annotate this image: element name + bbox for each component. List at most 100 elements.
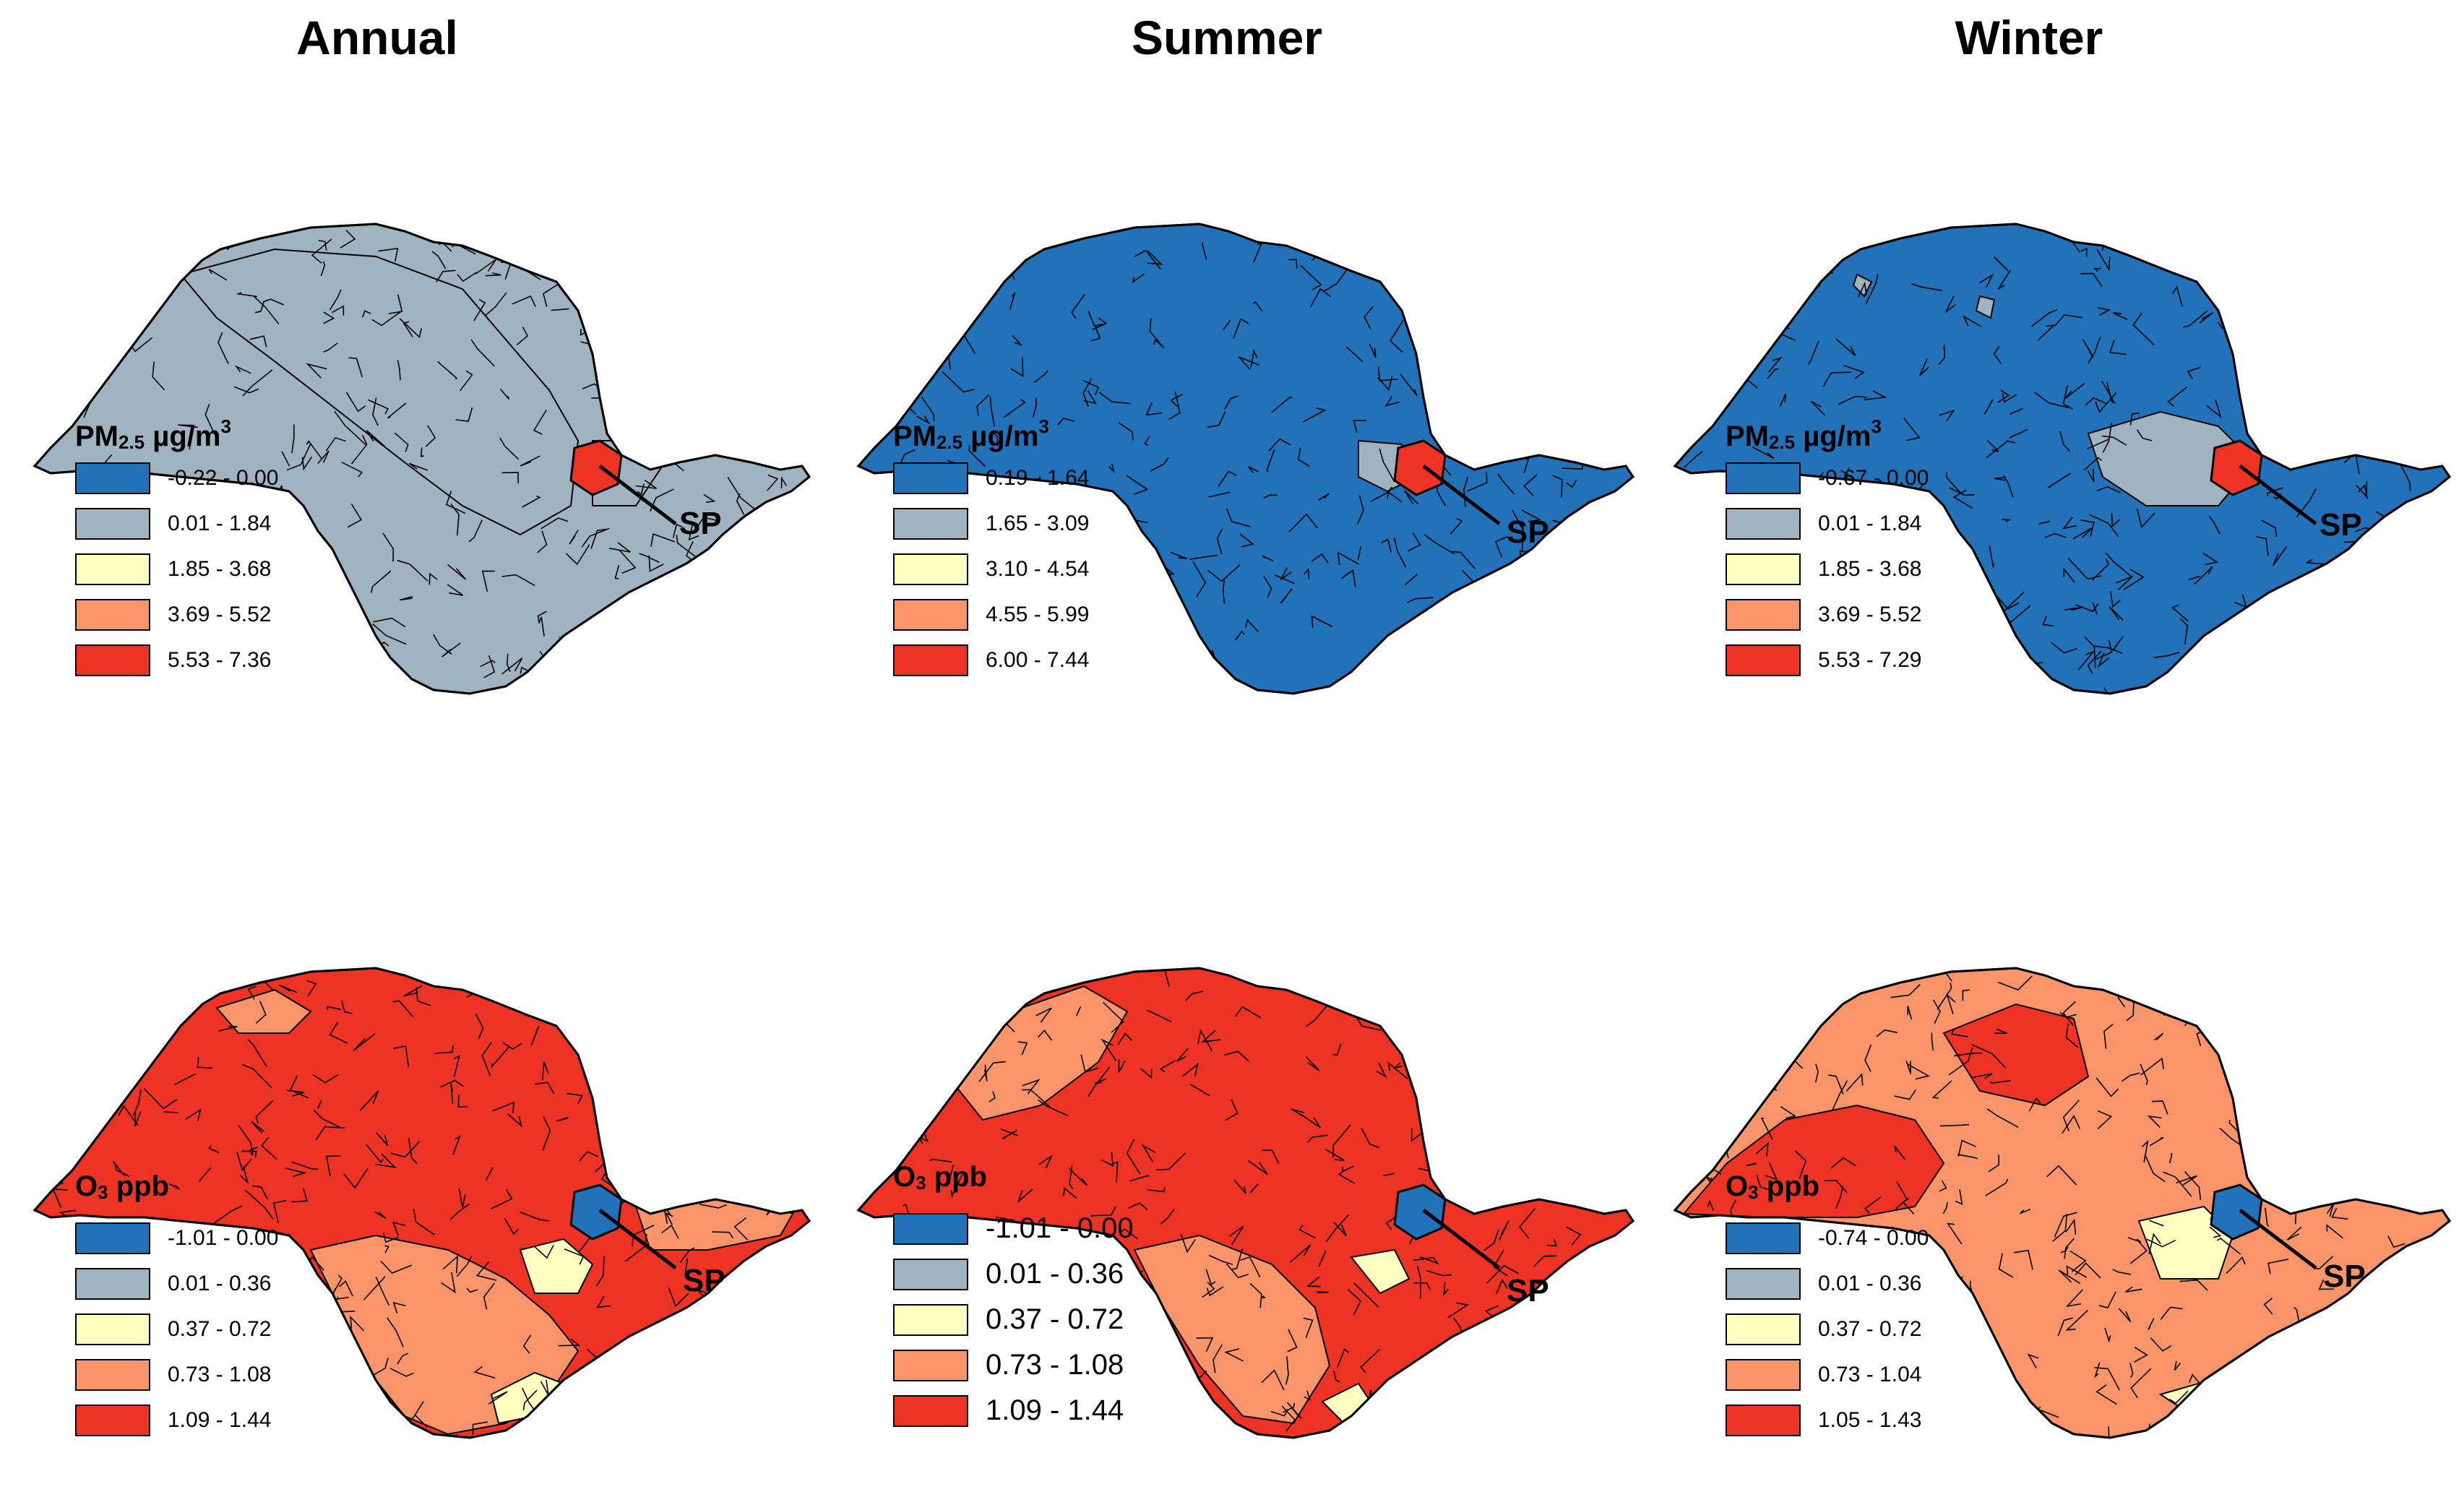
municipality-boundary [1558,266,1585,270]
legend-swatch [1726,1404,1801,1436]
municipality-boundary [1333,1370,1340,1383]
municipality-boundary [2439,579,2450,592]
municipality-boundary [2082,339,2094,358]
municipality-boundary [1325,1214,1350,1243]
municipality-boundary [468,229,477,241]
municipality-boundary [241,1150,257,1158]
municipality-boundary [2206,399,2222,419]
legend-range: 6.00 - 7.44 [986,647,1090,672]
municipality-boundary [1708,401,1721,417]
municipality-boundary [1252,301,1263,312]
municipality-boundary [249,1147,259,1155]
municipality-boundary [520,455,540,467]
municipality-boundary [1104,618,1114,627]
municipality-boundary [1163,968,1170,988]
municipality-boundary [2359,441,2377,446]
municipality-boundary [2266,1081,2301,1102]
municipality-boundary [1223,319,1231,330]
municipality-boundary [1857,281,1867,298]
municipality-boundary [2331,1207,2348,1220]
municipality-boundary [1299,1113,1321,1129]
municipality-boundary [2064,382,2085,400]
municipality-boundary [1931,1080,1952,1099]
municipality-boundary [2318,1279,2335,1290]
municipality-boundary [1780,1106,1797,1119]
municipality-boundary [447,564,467,580]
city-label-sp: SP [683,1263,725,1298]
municipality-boundary [1706,968,1723,979]
municipality-boundary [707,262,722,279]
municipality-boundary [499,437,520,460]
municipality-boundary [1529,1165,1538,1179]
municipality-boundary [1483,1229,1499,1251]
municipality-boundary [542,1411,564,1423]
municipality-boundary [1000,1128,1018,1136]
municipality-boundary [1423,637,1438,652]
municipality-boundary [399,595,413,601]
municipality-boundary [619,1190,644,1206]
municipality-boundary [1439,398,1455,405]
municipality-boundary [1828,1074,1844,1095]
municipality-boundary [217,689,228,693]
municipality-boundary [47,1134,72,1149]
municipality-boundary [450,1083,454,1104]
legend-row: 0.01 - 0.36 [1726,1261,1929,1306]
municipality-boundary [1321,238,1327,251]
municipality-boundary [1223,395,1239,410]
municipality-boundary [1324,1148,1345,1161]
municipality-boundary [1997,269,2011,290]
legend-range: 0.01 - 0.36 [1818,1271,1922,1295]
municipality-boundary [952,291,971,316]
municipality-boundary [1946,968,1952,982]
municipality-boundary [2187,366,2201,379]
municipality-boundary [624,1048,658,1064]
municipality-boundary [306,440,322,460]
municipality-boundary [1207,564,1241,582]
municipality-boundary [1998,1253,2014,1278]
municipality-boundary [1071,293,1086,319]
municipality-boundary [1843,365,1865,379]
legend-o3-winter: O3 ppb -0.74 - 0.00 0.01 - 0.36 0.37 - 0… [1726,1169,1929,1443]
municipality-boundary [2377,561,2382,575]
municipality-boundary [1307,1134,1328,1143]
municipality-boundary [2343,1075,2375,1090]
municipality-boundary [366,429,385,447]
municipality-boundary [711,312,744,341]
municipality-boundary [2366,642,2378,654]
municipality-boundary [2080,519,2095,537]
legend-range: 3.69 - 5.52 [1818,602,1922,626]
municipality-boundary [1552,475,1563,498]
municipality-boundary [1824,1180,1848,1194]
municipality-boundary [492,1101,515,1114]
municipality-boundary [1710,607,1725,626]
municipality-boundary [543,281,562,307]
municipality-boundary [766,474,779,491]
municipality-boundary [1864,1196,1882,1214]
municipality-boundary [2278,618,2296,627]
municipality-boundary [236,1152,252,1172]
legend-swatch [893,462,968,494]
municipality-boundary [1190,1084,1210,1097]
municipality-boundary [1426,1269,1452,1277]
municipality-boundary [715,670,738,689]
legend-pm25-summer: PM2.5 µg/m3 0.19 - 1.64 1.65 - 3.09 3.10… [893,409,1089,683]
municipality-boundary [2101,380,2114,402]
municipality-boundary [2098,1291,2116,1309]
municipality-boundary [1907,1006,1913,1020]
municipality-boundary [291,634,302,660]
municipality-boundary [347,503,363,528]
municipality-boundary [2331,1313,2352,1322]
legend-title: O3 ppb [893,1161,988,1194]
municipality-boundary [491,1046,510,1069]
municipality-boundary [664,1027,692,1059]
municipality-boundary [1222,579,1225,604]
municipality-boundary [1586,1130,1617,1144]
municipality-boundary [1017,1188,1033,1202]
municipality-boundary [1390,319,1404,353]
municipality-boundary [1461,1043,1478,1048]
municipality-boundary [118,1105,139,1126]
municipality-boundary [1017,1041,1028,1056]
municipality-boundary [731,1358,740,1367]
municipality-boundary [1384,1405,1388,1412]
legend-range: 4.55 - 5.99 [986,602,1090,626]
